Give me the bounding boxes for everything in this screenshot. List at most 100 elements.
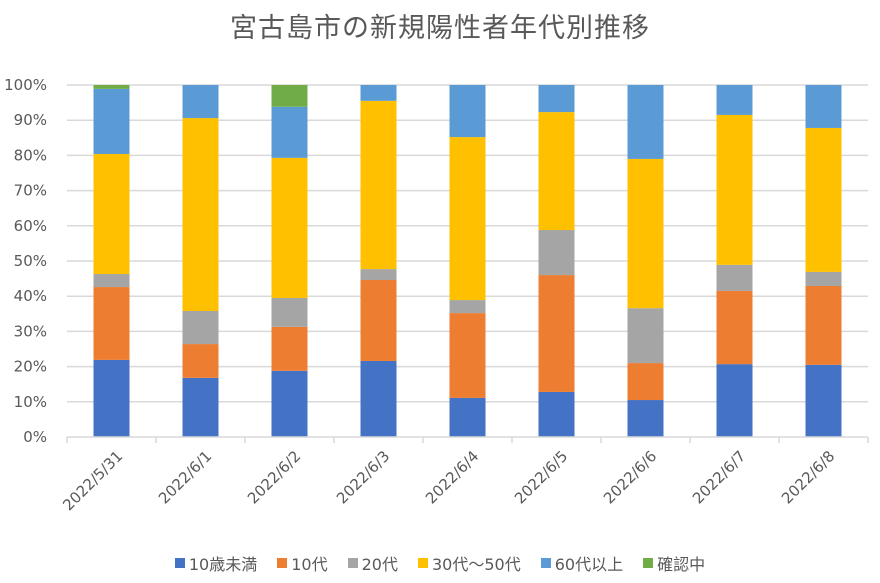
bar-segment — [716, 290, 753, 365]
bar-segment — [271, 106, 308, 158]
bar-segment — [627, 363, 664, 401]
y-tick-label: 0% — [23, 428, 47, 446]
bar-segment — [271, 326, 308, 371]
legend-swatch — [540, 558, 551, 568]
bar-segment — [182, 344, 219, 378]
bar-segment — [360, 360, 397, 437]
bar-segment — [716, 364, 753, 437]
bar-segment — [182, 377, 219, 437]
bar-segment — [627, 400, 664, 437]
legend-label: 60代以上 — [554, 555, 624, 574]
legend-label: 20代 — [361, 555, 398, 574]
x-tick-label: 2022/6/5 — [511, 447, 571, 507]
x-tick-label: 2022/6/1 — [155, 447, 215, 507]
legend-item: 20代 — [347, 551, 398, 575]
bar-segment — [805, 271, 842, 286]
bar-segment — [716, 114, 753, 265]
bar-segment — [805, 285, 842, 365]
bar-segment — [538, 112, 575, 231]
y-tick-label: 100% — [4, 76, 47, 94]
y-axis-tick-labels: 0% 10% 20% 30% 40% 50% 60% 70% 80% 90% 100% — [4, 76, 47, 446]
bar-segment — [93, 287, 130, 360]
legend-item: 10歳未満 — [174, 551, 258, 575]
bar-segment — [449, 85, 486, 138]
x-tick-label: 2022/6/4 — [422, 447, 482, 507]
bar-stack — [182, 85, 219, 437]
bar-segment — [271, 370, 308, 437]
bar-stack — [449, 85, 486, 437]
legend-label: 10歳未満 — [188, 555, 258, 574]
bar-segment — [627, 308, 664, 364]
bar-segment — [449, 300, 486, 314]
legend-label: 10代 — [291, 555, 328, 574]
legend-swatch — [174, 558, 185, 568]
y-tick-label: 20% — [14, 358, 47, 376]
bar-segment — [538, 230, 575, 276]
bar-segment — [449, 313, 486, 398]
legend-swatch — [418, 558, 428, 568]
x-tick-label: 2022/5/31 — [59, 447, 126, 514]
bar-segment — [360, 269, 397, 281]
x-tick-label: 2022/6/3 — [333, 447, 393, 507]
bar-stack — [360, 85, 397, 437]
bar-segment — [805, 85, 842, 128]
bar-segment — [538, 85, 575, 113]
y-tick-label: 90% — [14, 111, 47, 129]
bar-segment — [805, 127, 842, 272]
y-tick-label: 80% — [14, 146, 47, 164]
x-axis-tick-labels: 2022/5/31 2022/6/1 2022/6/2 2022/6/3 2022/6/… — [59, 447, 838, 514]
legend-label: 確認中 — [657, 555, 706, 574]
bar-segment — [805, 364, 842, 437]
bar-segment — [360, 85, 397, 101]
legend-item: 30代〜50代 — [418, 551, 521, 575]
bar-segment — [538, 391, 575, 437]
bar-stack — [538, 85, 575, 437]
bar-segment — [93, 88, 130, 154]
bar-stack — [271, 85, 308, 437]
bar-segment — [182, 118, 219, 311]
legend-item: 確認中 — [643, 551, 705, 575]
bar-segment — [271, 297, 308, 327]
legend-item: 10代 — [277, 551, 328, 575]
bar-stack — [716, 85, 753, 437]
bar-segment — [627, 158, 664, 309]
bar-segment — [271, 157, 308, 298]
bar-segment — [716, 85, 753, 115]
y-tick-label: 60% — [14, 217, 47, 235]
bar-segment — [93, 359, 130, 437]
legend-swatch — [643, 558, 654, 568]
bar-segment — [182, 85, 219, 119]
bar-segment — [93, 85, 130, 89]
bar-stack — [93, 85, 130, 437]
y-tick-label: 50% — [14, 252, 47, 270]
y-tick-label: 10% — [14, 393, 47, 411]
bar-segment — [449, 397, 486, 437]
x-axis — [66, 436, 869, 443]
x-tick-label: 2022/6/7 — [689, 447, 749, 507]
bar-segment — [627, 85, 664, 159]
legend-label: 30代〜50代 — [432, 555, 521, 574]
y-tick-label: 30% — [14, 322, 47, 340]
legend-item: 60代以上 — [540, 551, 624, 575]
bars — [93, 85, 842, 437]
bar-stack — [805, 85, 842, 437]
bar-segment — [271, 85, 308, 107]
bar-segment — [449, 137, 486, 301]
bar-segment — [360, 100, 397, 270]
legend-swatch — [277, 558, 288, 568]
y-tick-label: 70% — [14, 182, 47, 200]
legend: 10歳未満 10代 20代 30代〜50代 60代以上 確認中 — [0, 551, 880, 575]
bar-stack — [627, 85, 664, 437]
x-tick-label: 2022/6/8 — [778, 447, 838, 507]
bar-segment — [93, 274, 130, 288]
x-tick-label: 2022/6/6 — [600, 447, 660, 507]
x-tick-label: 2022/6/2 — [244, 447, 304, 507]
bar-segment — [93, 153, 130, 275]
chart-title: 宮古島市の新規陽性者年代別推移 — [230, 13, 650, 44]
bar-segment — [716, 264, 753, 291]
bar-segment — [182, 310, 219, 345]
bar-segment — [538, 275, 575, 392]
bar-segment — [360, 280, 397, 361]
y-tick-label: 40% — [14, 287, 47, 305]
